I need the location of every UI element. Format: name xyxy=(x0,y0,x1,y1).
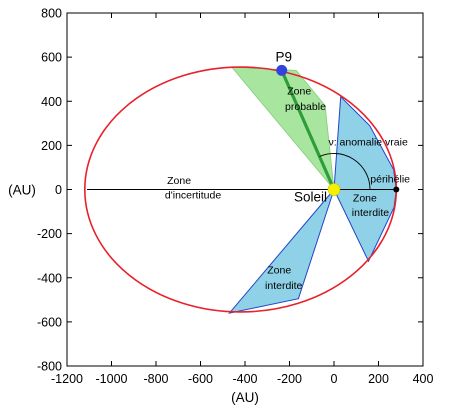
sun-point xyxy=(327,183,341,196)
true-anomaly-arc xyxy=(319,153,371,190)
p9-point xyxy=(276,64,288,76)
y-tick-label: 400 xyxy=(41,95,62,109)
x-tick-label: -800 xyxy=(143,372,168,386)
annotation-5: Zone xyxy=(353,193,377,205)
annotation-8: interdite xyxy=(265,280,303,292)
annotation-4: d'incertitude xyxy=(165,189,221,201)
annotation-6: interdite xyxy=(352,207,390,219)
x-tick-label: -1200 xyxy=(51,372,83,386)
y-tick-label: 0 xyxy=(55,183,62,197)
p9-label: P9 xyxy=(275,49,292,64)
sun-label: Soleil xyxy=(294,190,327,205)
probable-zone xyxy=(230,66,335,191)
perihelion-point xyxy=(393,186,400,193)
annotation-1: probable xyxy=(285,101,326,113)
x-tick-label: -1000 xyxy=(96,372,128,386)
x-tick-label: 0 xyxy=(331,372,338,386)
perihelion-label: périhélie xyxy=(370,174,410,186)
y-tick-label: -400 xyxy=(37,271,62,285)
annotation-7: Zone xyxy=(267,264,291,276)
p9-direction-line xyxy=(280,69,336,191)
y-tick-label: 200 xyxy=(41,139,62,153)
y-tick-label: -200 xyxy=(37,227,62,241)
y-tick-label: 800 xyxy=(41,7,62,21)
x-tick-label: -400 xyxy=(232,372,257,386)
x-tick-label: 400 xyxy=(413,372,434,386)
true-anomaly-label: ν: anomalie vraie xyxy=(328,136,408,148)
x-axis-label: (AU) xyxy=(231,390,259,405)
annotation-0: Zone xyxy=(287,86,311,98)
x-tick-label: 200 xyxy=(368,372,389,386)
forbidden-zone-lower xyxy=(228,189,335,314)
y-axis-label: (AU) xyxy=(8,183,36,198)
annotation-3: Zone xyxy=(167,175,191,187)
y-tick-label: 600 xyxy=(41,51,62,65)
forbidden-zone-right xyxy=(333,95,397,263)
y-tick-label: -600 xyxy=(37,315,62,329)
x-tick-label: -600 xyxy=(188,372,213,386)
x-tick-label: -200 xyxy=(277,372,302,386)
y-tick-label: -800 xyxy=(37,360,62,374)
